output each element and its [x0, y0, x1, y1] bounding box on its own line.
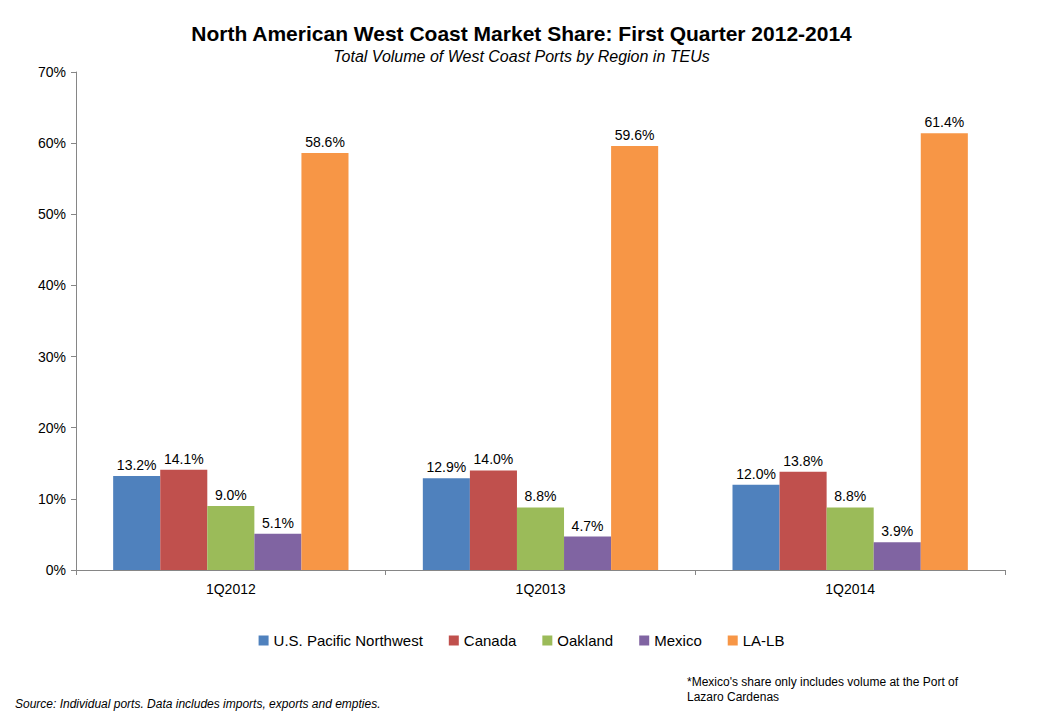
- svg-text:Mexico: Mexico: [654, 632, 702, 649]
- svg-text:50%: 50%: [38, 206, 66, 222]
- svg-text:30%: 30%: [38, 349, 66, 365]
- svg-text:Source: Individual ports. Data: Source: Individual ports. Data includes …: [15, 697, 381, 711]
- svg-text:U.S. Pacific Northwest: U.S. Pacific Northwest: [274, 632, 424, 649]
- svg-text:14.1%: 14.1%: [164, 451, 204, 467]
- svg-text:8.8%: 8.8%: [834, 488, 866, 504]
- svg-text:20%: 20%: [38, 420, 66, 436]
- svg-text:59.6%: 59.6%: [615, 127, 655, 143]
- svg-text:Total Volume of West Coast Por: Total Volume of West Coast Ports by Regi…: [333, 48, 709, 65]
- svg-text:Canada: Canada: [464, 632, 517, 649]
- svg-text:4.7%: 4.7%: [572, 518, 604, 534]
- svg-text:1Q2013: 1Q2013: [516, 581, 566, 597]
- svg-text:0%: 0%: [46, 562, 66, 578]
- svg-text:Oakland: Oakland: [557, 632, 613, 649]
- svg-text:14.0%: 14.0%: [474, 451, 514, 467]
- svg-text:10%: 10%: [38, 491, 66, 507]
- svg-text:12.0%: 12.0%: [736, 466, 776, 482]
- svg-text:Lazaro Cardenas: Lazaro Cardenas: [687, 690, 779, 704]
- svg-text:LA-LB: LA-LB: [743, 632, 785, 649]
- svg-text:58.6%: 58.6%: [305, 134, 345, 150]
- svg-text:13.8%: 13.8%: [783, 453, 823, 469]
- svg-text:3.9%: 3.9%: [881, 523, 913, 539]
- svg-text:61.4%: 61.4%: [924, 114, 964, 130]
- svg-text:1Q2014: 1Q2014: [825, 581, 875, 597]
- svg-text:5.1%: 5.1%: [262, 515, 294, 531]
- svg-text:8.8%: 8.8%: [525, 488, 557, 504]
- svg-text:*Mexico's share only includes: *Mexico's share only includes volume at …: [687, 675, 959, 689]
- svg-text:North American West Coast Mark: North American West Coast Market Share: …: [191, 22, 852, 45]
- svg-text:60%: 60%: [38, 135, 66, 151]
- svg-text:70%: 70%: [38, 64, 66, 80]
- svg-text:40%: 40%: [38, 277, 66, 293]
- svg-text:1Q2012: 1Q2012: [206, 581, 256, 597]
- svg-text:9.0%: 9.0%: [215, 487, 247, 503]
- svg-text:12.9%: 12.9%: [427, 459, 467, 475]
- svg-text:13.2%: 13.2%: [117, 457, 157, 473]
